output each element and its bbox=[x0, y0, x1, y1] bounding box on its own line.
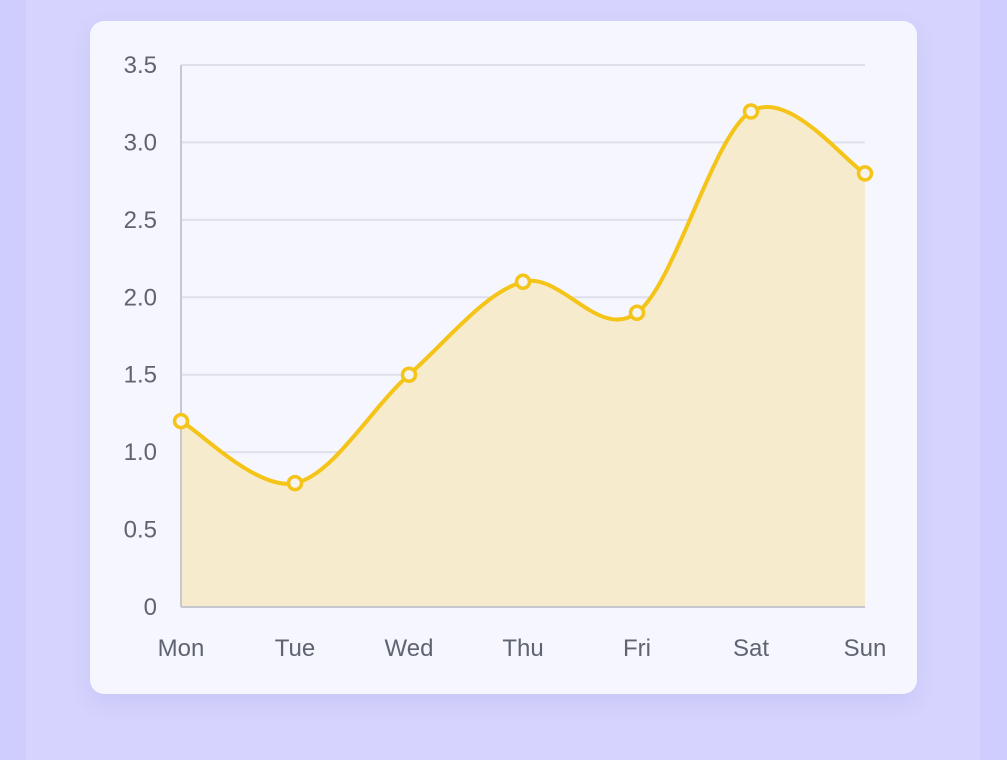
y-tick-label: 2.5 bbox=[124, 207, 157, 234]
data-point-sun bbox=[856, 165, 874, 182]
y-tick-label: 1.5 bbox=[124, 362, 157, 389]
x-tick-labels: Mon Tue Wed Thu Fri Sat Sun bbox=[158, 635, 887, 662]
data-point-mon bbox=[172, 412, 190, 430]
y-tick-label: 0 bbox=[144, 594, 157, 621]
points-layer bbox=[172, 103, 874, 492]
x-tick-label: Tue bbox=[275, 635, 315, 662]
x-tick-label: Mon bbox=[158, 635, 205, 662]
data-point-wed bbox=[400, 366, 418, 383]
y-tick-label: 0.5 bbox=[124, 517, 157, 544]
data-point-sat bbox=[742, 103, 760, 120]
y-tick-labels: 0 0.5 1.0 1.5 2.0 2.5 3.0 3.5 bbox=[124, 52, 157, 621]
x-tick-label: Thu bbox=[502, 635, 543, 662]
y-tick-label: 3.0 bbox=[124, 129, 157, 156]
data-point-thu bbox=[514, 273, 532, 291]
y-tick-label: 1.0 bbox=[124, 439, 157, 466]
y-tick-label: 2.0 bbox=[124, 284, 157, 311]
data-point-fri bbox=[628, 304, 646, 322]
x-tick-label: Sat bbox=[733, 635, 769, 662]
data-point-tue bbox=[286, 474, 304, 492]
area-fill bbox=[181, 107, 865, 607]
x-tick-label: Fri bbox=[623, 635, 651, 662]
x-tick-label: Sun bbox=[844, 635, 887, 662]
y-tick-label: 3.5 bbox=[124, 52, 157, 79]
x-tick-label: Wed bbox=[385, 635, 434, 662]
